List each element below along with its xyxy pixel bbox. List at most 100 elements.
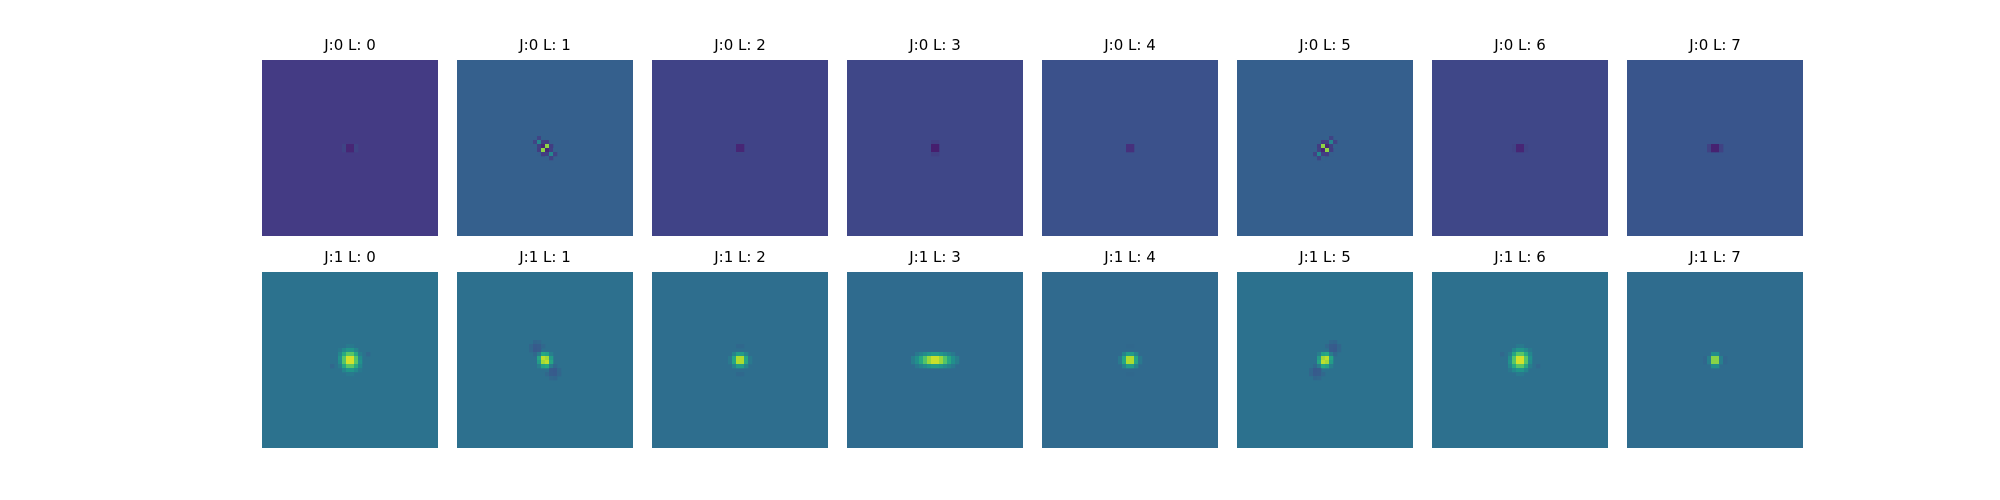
filter-pixel xyxy=(740,372,745,377)
filter-pixel xyxy=(748,360,753,365)
filter-pixel xyxy=(919,352,924,357)
filter-pixel xyxy=(1325,148,1330,153)
filter-pixel xyxy=(1329,340,1334,345)
filter-pixel xyxy=(1321,352,1326,357)
filter-pixel xyxy=(541,344,546,349)
filter-pixel xyxy=(1321,144,1326,149)
filter-pixel xyxy=(1329,348,1334,353)
filter-pixel xyxy=(338,352,343,357)
filter-pixel xyxy=(935,360,940,365)
filter-pixel xyxy=(549,156,554,161)
filter-pixel xyxy=(931,148,936,153)
filter-pixel xyxy=(1520,148,1525,153)
panel-J0-L6: J:0 L: 6 xyxy=(1432,36,1608,236)
filter-pixel xyxy=(1707,360,1712,365)
filter-pixel xyxy=(1126,364,1131,369)
filter-pixel xyxy=(931,144,936,149)
filter-pixel xyxy=(1126,352,1131,357)
filter-pixel xyxy=(1317,360,1322,365)
filter-pixel xyxy=(354,144,359,149)
filter-pixel xyxy=(533,140,538,145)
filter-pixel xyxy=(342,364,347,369)
filter-pixel xyxy=(935,356,940,361)
filter-pixel xyxy=(911,356,916,361)
filter-pixel xyxy=(736,152,741,157)
filter-pixel xyxy=(1134,364,1139,369)
filter-pixel xyxy=(549,148,554,153)
filter-pixel xyxy=(1317,364,1322,369)
filter-pixel xyxy=(744,352,749,357)
filter-pixel xyxy=(1711,352,1716,357)
filter-pixel xyxy=(1317,368,1322,373)
filter-pixel xyxy=(947,364,952,369)
filter-pixel xyxy=(947,360,952,365)
filter-pixel xyxy=(1313,372,1318,377)
panel-J0-L2: J:0 L: 2 xyxy=(652,36,828,236)
filter-pixel xyxy=(545,352,550,357)
filter-pixel xyxy=(736,148,741,153)
panel-title: J:1 L: 3 xyxy=(908,248,961,266)
filter-pixel xyxy=(1528,348,1533,353)
filter-pixels xyxy=(911,352,960,369)
filter-pixel xyxy=(537,352,542,357)
filter-pixel xyxy=(537,148,542,153)
filter-pixel xyxy=(541,144,546,149)
filter-pixel xyxy=(923,356,928,361)
filter-pixel xyxy=(350,372,355,377)
filter-pixel xyxy=(1313,376,1318,381)
filter-pixel xyxy=(915,360,920,365)
filter-pixel xyxy=(1516,352,1521,357)
filter-pixel xyxy=(1317,352,1322,357)
filter-pixel xyxy=(1325,364,1330,369)
filter-pixel xyxy=(533,144,538,149)
filter-pixel xyxy=(1313,152,1318,157)
filter-pixel xyxy=(1321,140,1326,145)
filter-pixel xyxy=(350,356,355,361)
panel-J0-L4: J:0 L: 4 xyxy=(1042,36,1218,236)
panel-title: J:1 L: 5 xyxy=(1298,248,1351,266)
filter-pixel xyxy=(1524,352,1529,357)
filter-pixel xyxy=(549,368,554,373)
panel-J1-L4: J:1 L: 4 xyxy=(1042,248,1218,448)
filter-pixel xyxy=(1703,356,1708,361)
filter-pixel xyxy=(1337,348,1342,353)
filter-pixel xyxy=(1520,344,1525,349)
filter-pixel xyxy=(330,364,335,369)
filter-pixel xyxy=(947,352,952,357)
filter-pixel xyxy=(1130,352,1135,357)
filter-pixel xyxy=(1122,364,1127,369)
filter-pixel xyxy=(1321,360,1326,365)
filter-pixel xyxy=(342,368,347,373)
filter-pixel xyxy=(553,376,558,381)
filter-pixel xyxy=(537,152,542,157)
filter-pixel xyxy=(346,344,351,349)
filter-pixel xyxy=(533,340,538,345)
filter-pixel xyxy=(1325,360,1330,365)
filter-pixel xyxy=(1512,348,1517,353)
filter-pixel xyxy=(358,352,363,357)
filter-pixels xyxy=(1126,144,1135,153)
filter-pixel xyxy=(358,356,363,361)
panel-title: J:0 L: 7 xyxy=(1688,36,1741,54)
filter-pixel xyxy=(1703,360,1708,365)
filter-pixel xyxy=(935,140,940,145)
filter-pixel xyxy=(1325,140,1330,145)
filter-pixel xyxy=(951,364,956,369)
filter-pixel xyxy=(943,356,948,361)
filter-pixel xyxy=(736,352,741,357)
filter-pixel xyxy=(541,152,546,157)
filter-pixel xyxy=(1333,144,1338,149)
filter-pixel xyxy=(1707,148,1712,153)
filter-pixel xyxy=(1516,148,1521,153)
filter-pixel xyxy=(1317,152,1322,157)
filter-pixel xyxy=(939,364,944,369)
filter-pixel xyxy=(911,360,916,365)
filter-pixel xyxy=(338,360,343,365)
filter-pixels xyxy=(330,344,371,377)
filter-pixel xyxy=(1333,348,1338,353)
filter-pixel xyxy=(1512,368,1517,373)
filter-pixel xyxy=(1528,352,1533,357)
filter-pixel xyxy=(358,364,363,369)
filter-pixel xyxy=(350,344,355,349)
filter-pixel xyxy=(732,364,737,369)
